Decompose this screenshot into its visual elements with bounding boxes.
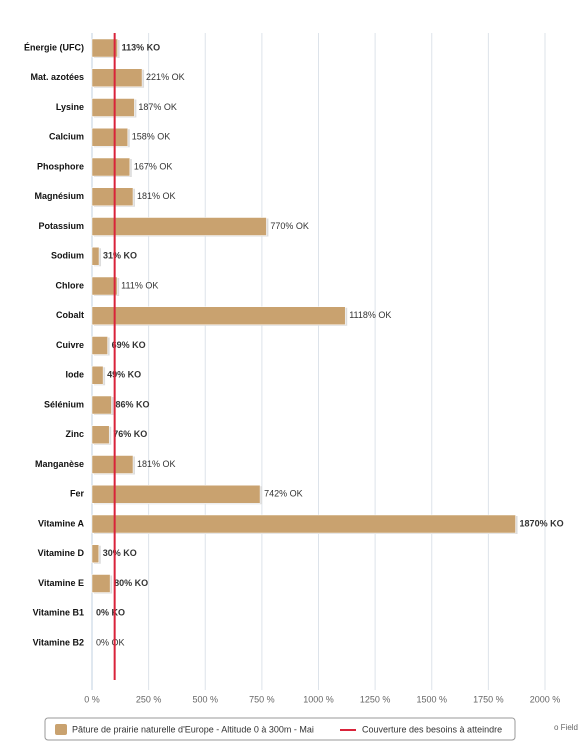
y-tick-label: Vitamine B2: [33, 637, 84, 647]
y-tick-label: Chlore: [55, 280, 84, 290]
x-tick-label: 500 %: [192, 694, 218, 704]
y-tick-label: Vitamine A: [38, 518, 85, 528]
bar: [91, 157, 131, 177]
x-tick-label: 2000 %: [530, 694, 561, 704]
data-label: 742% OK: [264, 489, 303, 499]
y-tick-label: Calcium: [49, 132, 84, 142]
x-tick-label: 1250 %: [360, 694, 391, 704]
bar: [91, 247, 100, 266]
data-label: 80% KO: [114, 578, 148, 588]
x-tick-label: 0 %: [84, 694, 100, 704]
y-tick-label: Phosphore: [37, 161, 84, 171]
bar: [91, 38, 118, 58]
data-label: 770% OK: [270, 221, 309, 231]
bar: [91, 98, 135, 117]
y-tick-label: Iode: [65, 370, 84, 380]
bar: [91, 366, 104, 385]
data-label: 111% OK: [121, 280, 158, 290]
bar: [91, 68, 143, 87]
data-label: 69% KO: [112, 340, 146, 350]
data-label: 49% KO: [107, 370, 141, 380]
y-tick-label: Manganèse: [35, 459, 84, 469]
y-tick-label: Vitamine E: [38, 578, 84, 588]
y-tick-label: Cobalt: [56, 310, 84, 320]
data-label: 181% OK: [137, 459, 176, 469]
credit: o Field: [554, 723, 578, 732]
y-tick-label: Lysine: [56, 102, 84, 112]
data-label: 221% OK: [146, 72, 185, 82]
data-label: 0% KO: [96, 608, 125, 618]
bar: [91, 544, 100, 563]
data-label: 113% KO: [122, 42, 161, 52]
bar: [91, 187, 134, 206]
data-label: 1118% OK: [349, 310, 391, 320]
bar: [91, 306, 346, 325]
x-tick-label: 750 %: [249, 694, 275, 704]
y-tick-label: Vitamine D: [38, 548, 85, 558]
y-tick-label: Potassium: [38, 221, 84, 231]
y-tick-label: Énergie (UFC): [24, 42, 84, 52]
data-label: 181% OK: [137, 191, 176, 201]
data-label: 1870% KO: [520, 518, 564, 528]
bar: [91, 455, 134, 474]
y-tick-label: Magnésium: [34, 191, 84, 201]
data-label: 86% KO: [115, 399, 149, 409]
data-label: 76% KO: [113, 429, 147, 439]
bar: [91, 574, 111, 593]
legend-box: [44, 717, 516, 741]
legend-label: Pâture de prairie naturelle d'Europe - A…: [72, 724, 314, 734]
bar: [91, 336, 108, 355]
y-tick-label: Sélénium: [44, 399, 84, 409]
bar: [91, 425, 110, 444]
x-tick-label: 1500 %: [416, 694, 447, 704]
y-tick-label: Zinc: [65, 429, 84, 439]
data-label: 167% OK: [134, 161, 173, 171]
x-tick-label: 1000 %: [303, 694, 334, 704]
data-label: 30% KO: [103, 548, 137, 558]
data-label: 158% OK: [132, 132, 171, 142]
y-tick-label: Fer: [70, 489, 85, 499]
bar: [91, 217, 267, 236]
bar: [91, 128, 129, 147]
data-label: 0% OK: [96, 637, 125, 647]
data-label: 31% KO: [103, 251, 137, 261]
legend-label: Couverture des besoins à atteindre: [362, 724, 502, 734]
y-tick-label: Mat. azotées: [30, 72, 84, 82]
y-tick-label: Sodium: [51, 251, 84, 261]
bar: [91, 514, 516, 534]
bar: [91, 276, 118, 296]
x-tick-label: 250 %: [136, 694, 162, 704]
x-tick-label: 1750 %: [473, 694, 504, 704]
y-tick-label: Cuivre: [56, 340, 84, 350]
bar: [91, 485, 261, 504]
legend-swatch: [55, 724, 67, 735]
bar: [91, 395, 112, 415]
y-tick-label: Vitamine B1: [33, 608, 84, 618]
data-label: 187% OK: [138, 102, 177, 112]
